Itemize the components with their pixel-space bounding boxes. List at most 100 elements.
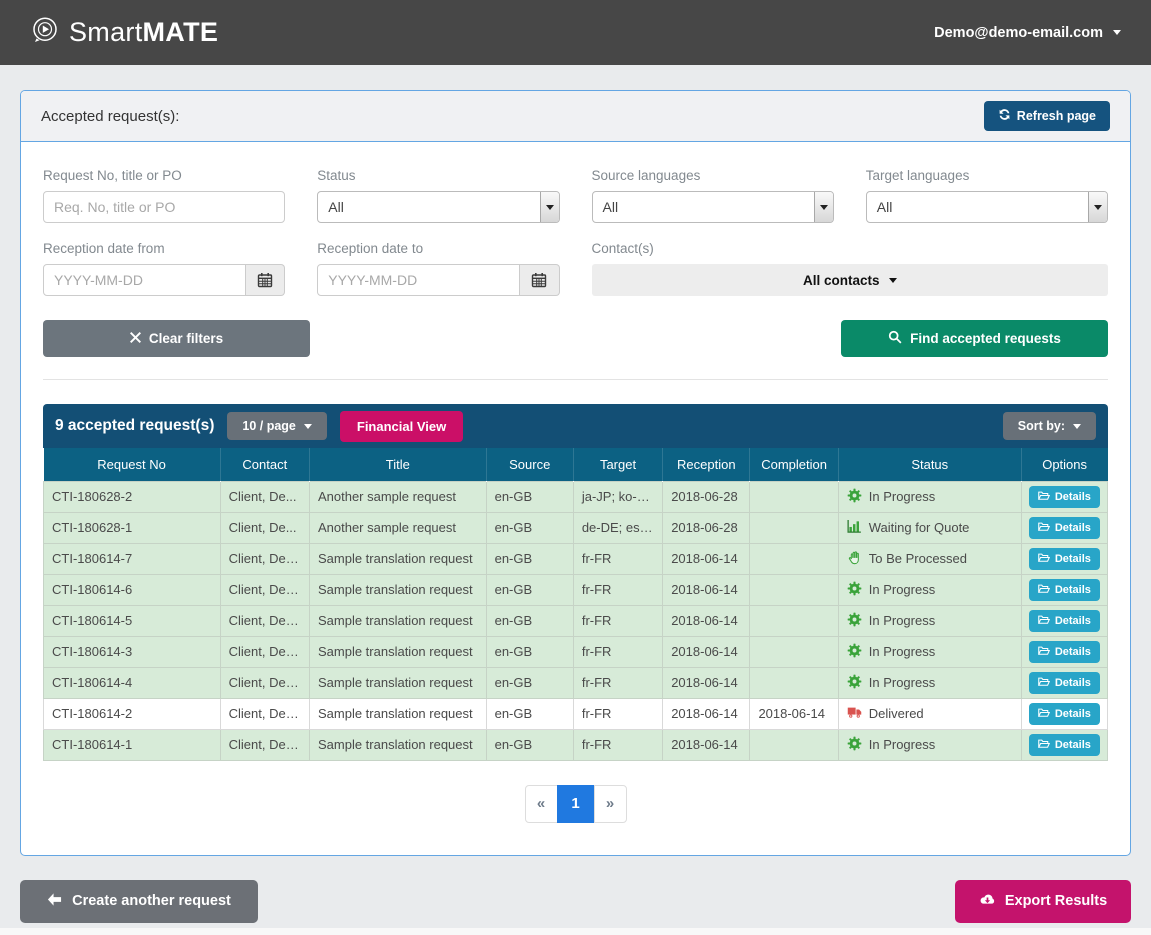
- cell-source: en-GB: [486, 574, 573, 605]
- details-button[interactable]: Details: [1029, 734, 1100, 756]
- account-email: Demo@demo-email.com: [934, 25, 1103, 41]
- filter-request-no: Request No, title or PO: [43, 160, 285, 223]
- target-languages-value: All: [867, 192, 1088, 222]
- table-row: CTI-180614-6 Client, Demo Sample transla…: [44, 574, 1108, 605]
- search-icon: [888, 330, 902, 347]
- folder-open-icon: [1038, 676, 1050, 690]
- details-button[interactable]: Details: [1029, 641, 1100, 663]
- reception-to-input[interactable]: [317, 264, 520, 296]
- source-languages-label: Source languages: [592, 168, 834, 183]
- gear-icon: [847, 643, 862, 661]
- details-label: Details: [1055, 677, 1091, 689]
- details-label: Details: [1055, 739, 1091, 751]
- cell-target: fr-FR: [573, 605, 662, 636]
- cell-source: en-GB: [486, 605, 573, 636]
- column-header-completion: Completion: [750, 448, 838, 481]
- accepted-requests-panel: Accepted request(s): Refresh page Reques…: [20, 90, 1131, 856]
- select-arrow-icon: [1088, 192, 1107, 222]
- panel-body: Request No, title or PO Status All Sourc…: [21, 142, 1130, 855]
- details-label: Details: [1055, 646, 1091, 658]
- table-row: CTI-180614-2 Client, Demo Sample transla…: [44, 698, 1108, 729]
- contacts-dropdown[interactable]: All contacts: [592, 264, 1109, 296]
- find-accepted-requests-button[interactable]: Find accepted requests: [841, 320, 1108, 357]
- cell-source: en-GB: [486, 698, 573, 729]
- divider: [43, 379, 1108, 380]
- filter-target-languages: Target languages All: [866, 160, 1108, 223]
- column-header-reception: Reception: [663, 448, 750, 481]
- cell-options: Details: [1021, 605, 1107, 636]
- cell-contact: Client, Demo: [220, 543, 309, 574]
- target-languages-select[interactable]: All: [866, 191, 1108, 223]
- cell-options: Details: [1021, 667, 1107, 698]
- cell-title: Another sample request: [309, 512, 486, 543]
- cell-options: Details: [1021, 574, 1107, 605]
- pagination-next[interactable]: »: [594, 785, 627, 823]
- cell-contact: Client, Demo: [220, 698, 309, 729]
- sort-by-dropdown[interactable]: Sort by:: [1003, 412, 1096, 440]
- table-row: CTI-180614-3 Client, Demo Sample transla…: [44, 636, 1108, 667]
- chevron-down-icon: [889, 278, 897, 283]
- cell-target: fr-FR: [573, 729, 662, 760]
- export-results-button[interactable]: Export Results: [955, 880, 1131, 923]
- pagination: « 1 »: [43, 785, 1108, 823]
- page-title: Accepted request(s):: [41, 108, 179, 125]
- cell-reception: 2018-06-28: [663, 512, 750, 543]
- arrow-left-icon: [47, 892, 62, 911]
- cell-completion: [750, 667, 838, 698]
- clear-filters-button[interactable]: Clear filters: [43, 320, 310, 357]
- folder-open-icon: [1038, 490, 1050, 504]
- cell-completion: [750, 729, 838, 760]
- details-button[interactable]: Details: [1029, 672, 1100, 694]
- cell-options: Details: [1021, 636, 1107, 667]
- cell-request-no: CTI-180614-1: [44, 729, 221, 760]
- calendar-button[interactable]: [520, 264, 560, 296]
- cell-request-no: CTI-180614-7: [44, 543, 221, 574]
- table-row: CTI-180614-4 Client, Demo Sample transla…: [44, 667, 1108, 698]
- cell-source: en-GB: [486, 667, 573, 698]
- folder-open-icon: [1038, 614, 1050, 628]
- calendar-icon: [531, 272, 547, 288]
- create-another-request-button[interactable]: Create another request: [20, 880, 258, 923]
- cell-reception: 2018-06-14: [663, 667, 750, 698]
- table-row: CTI-180614-5 Client, Demo Sample transla…: [44, 605, 1108, 636]
- cell-reception: 2018-06-14: [663, 574, 750, 605]
- financial-view-button[interactable]: Financial View: [340, 411, 463, 442]
- brand-text: SmartMATE: [69, 17, 218, 48]
- cell-source: en-GB: [486, 512, 573, 543]
- status-text: Delivered: [869, 706, 924, 721]
- refresh-page-button[interactable]: Refresh page: [984, 101, 1110, 131]
- details-button[interactable]: Details: [1029, 579, 1100, 601]
- details-button[interactable]: Details: [1029, 486, 1100, 508]
- cell-target: fr-FR: [573, 636, 662, 667]
- details-button[interactable]: Details: [1029, 703, 1100, 725]
- status-text: In Progress: [869, 644, 935, 659]
- cell-options: Details: [1021, 543, 1107, 574]
- pagination-prev[interactable]: «: [525, 785, 558, 823]
- column-header-request-no: Request No: [44, 448, 221, 481]
- results-toolbar: 9 accepted request(s) 10 / page Financia…: [43, 404, 1108, 448]
- request-no-input[interactable]: [43, 191, 285, 223]
- filter-reception-from: Reception date from: [43, 233, 285, 296]
- details-button[interactable]: Details: [1029, 610, 1100, 632]
- details-button[interactable]: Details: [1029, 548, 1100, 570]
- table-row: CTI-180614-1 Client, Demo Sample transla…: [44, 729, 1108, 760]
- account-menu[interactable]: Demo@demo-email.com: [934, 25, 1121, 41]
- source-languages-value: All: [593, 192, 814, 222]
- source-languages-select[interactable]: All: [592, 191, 834, 223]
- status-select-value: All: [318, 192, 539, 222]
- column-header-target: Target: [573, 448, 662, 481]
- status-select[interactable]: All: [317, 191, 559, 223]
- details-label: Details: [1055, 615, 1091, 627]
- cell-request-no: CTI-180614-4: [44, 667, 221, 698]
- brand-logo[interactable]: SmartMATE: [30, 15, 218, 50]
- details-button[interactable]: Details: [1029, 517, 1100, 539]
- calendar-button[interactable]: [246, 264, 286, 296]
- pagination-page-1[interactable]: 1: [557, 785, 595, 823]
- gear-icon: [847, 736, 862, 754]
- cell-target: fr-FR: [573, 543, 662, 574]
- reception-from-input[interactable]: [43, 264, 246, 296]
- cell-completion: [750, 605, 838, 636]
- per-page-dropdown[interactable]: 10 / page: [227, 412, 327, 440]
- filter-source-languages: Source languages All: [592, 160, 834, 223]
- panel-heading: Accepted request(s): Refresh page: [21, 91, 1130, 142]
